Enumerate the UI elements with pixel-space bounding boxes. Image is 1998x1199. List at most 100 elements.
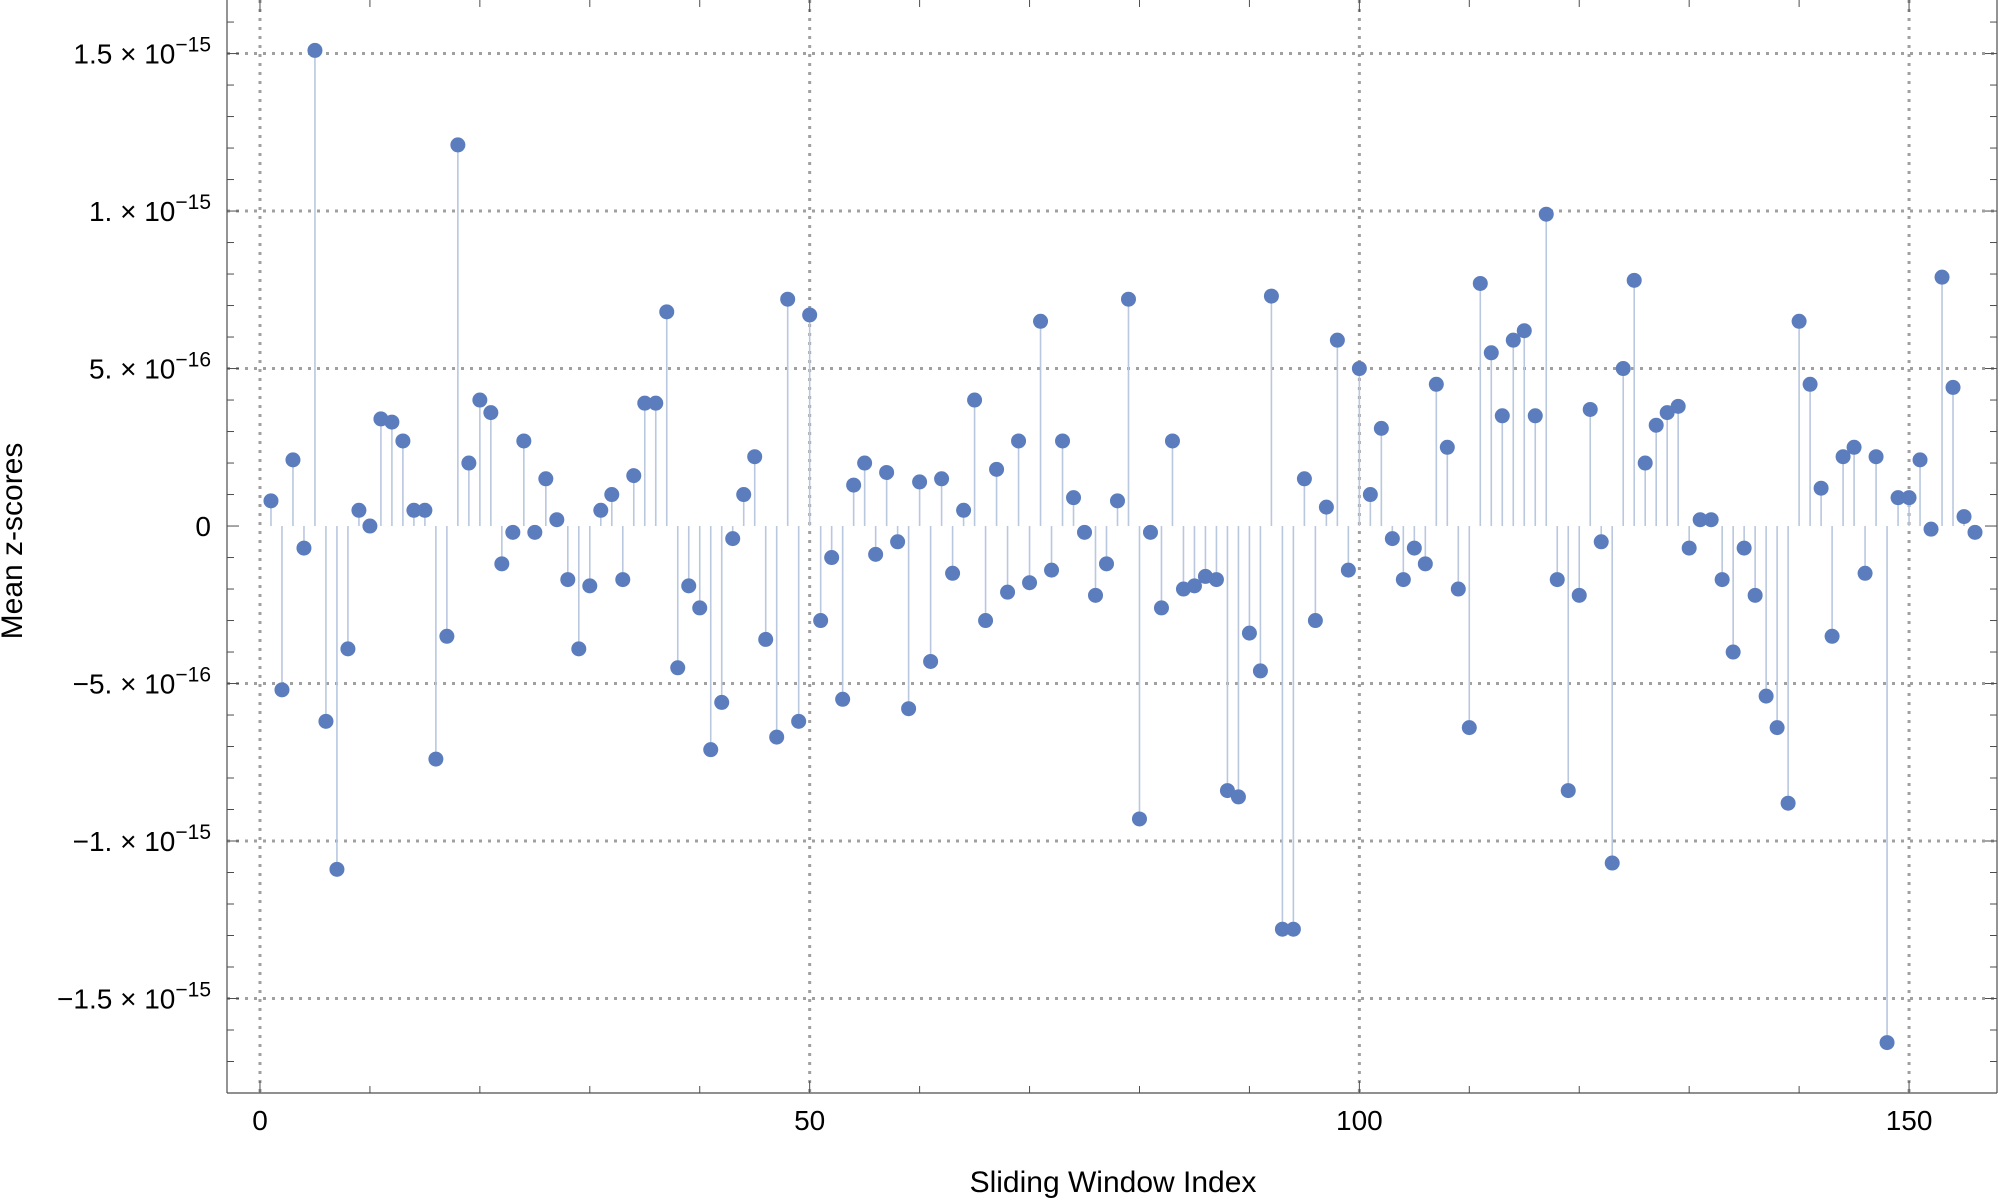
data-point — [846, 477, 862, 493]
data-point — [1692, 512, 1708, 528]
data-point — [494, 556, 510, 572]
data-point — [1813, 480, 1829, 496]
data-point — [1648, 417, 1664, 433]
data-point — [1791, 313, 1807, 329]
data-point — [648, 395, 664, 411]
data-point — [1066, 490, 1082, 506]
data-point — [1494, 408, 1510, 424]
data-point — [659, 304, 675, 320]
data-point — [1868, 449, 1884, 465]
data-point — [1472, 275, 1488, 291]
data-point — [1417, 556, 1433, 572]
data-point — [1241, 625, 1257, 641]
data-point — [1527, 408, 1543, 424]
y-tick-label: 5. × 10−16 — [89, 349, 211, 385]
data-point — [670, 660, 686, 676]
data-point — [1703, 512, 1719, 528]
data-point — [1681, 540, 1697, 556]
data-point — [923, 653, 939, 669]
y-tick-label: 0 — [195, 511, 211, 542]
data-point — [1274, 921, 1290, 937]
data-point — [901, 701, 917, 717]
plot-frame — [226, 0, 1998, 1094]
data-point — [1077, 524, 1093, 540]
data-point — [549, 512, 565, 528]
data-point — [780, 291, 796, 307]
data-point — [1022, 575, 1038, 591]
data-point — [1956, 509, 1972, 525]
data-point — [1571, 587, 1587, 603]
data-point — [1846, 439, 1862, 455]
data-point — [538, 471, 554, 487]
data-point — [758, 631, 774, 647]
data-point — [450, 137, 466, 153]
data-point — [1747, 587, 1763, 603]
data-point — [1659, 405, 1675, 421]
data-point — [1208, 572, 1224, 588]
data-point — [835, 691, 851, 707]
data-point — [571, 641, 587, 657]
x-axis-title: Sliding Window Index — [970, 1166, 1257, 1199]
data-point — [516, 433, 532, 449]
data-point — [769, 729, 785, 745]
data-point — [1593, 534, 1609, 550]
data-point — [1099, 556, 1115, 572]
data-point — [1351, 361, 1367, 377]
data-point — [934, 471, 950, 487]
data-point — [582, 578, 598, 594]
data-point — [1340, 562, 1356, 578]
data-point — [714, 694, 730, 710]
data-point — [890, 534, 906, 550]
data-point — [1450, 581, 1466, 597]
data-point — [362, 518, 378, 534]
data-point — [1714, 572, 1730, 588]
data-point — [1901, 490, 1917, 506]
data-point — [340, 641, 356, 657]
data-point — [736, 487, 752, 503]
data-point — [1835, 449, 1851, 465]
data-point — [1384, 531, 1400, 547]
data-point — [1516, 323, 1532, 339]
x-tick-label: 150 — [1886, 1105, 1933, 1136]
data-point — [593, 502, 609, 518]
data-point — [318, 713, 334, 729]
data-point — [1615, 361, 1631, 377]
data-point — [505, 524, 521, 540]
y-tick-label: −5. × 10−16 — [73, 664, 211, 700]
data-point — [1044, 562, 1060, 578]
data-point — [1000, 584, 1016, 600]
grid-lines — [227, 0, 1997, 1093]
data-point — [1263, 288, 1279, 304]
data-point — [527, 524, 543, 540]
data-point — [725, 531, 741, 547]
data-point — [1219, 783, 1235, 799]
data-point — [274, 682, 290, 698]
data-point — [1142, 524, 1158, 540]
data-point — [1439, 439, 1455, 455]
data-point — [1164, 433, 1180, 449]
data-point — [681, 578, 697, 594]
data-point — [1307, 613, 1323, 629]
data-point — [868, 546, 884, 562]
stems — [270, 50, 1976, 1043]
y-tick-label: −1.5 × 10−15 — [57, 979, 211, 1015]
data-point — [483, 405, 499, 421]
data-point — [1373, 420, 1389, 436]
data-point — [1296, 471, 1312, 487]
y-tick-label: −1. × 10−15 — [73, 821, 211, 857]
data-point — [263, 493, 279, 509]
data-point — [1252, 663, 1268, 679]
data-point — [1934, 269, 1950, 285]
data-point — [813, 613, 829, 629]
data-point — [1131, 811, 1147, 827]
data-point — [1033, 313, 1049, 329]
data-point — [417, 502, 433, 518]
data-point — [1186, 578, 1202, 594]
data-point — [1758, 688, 1774, 704]
data-point — [1230, 789, 1246, 805]
data-point — [1769, 720, 1785, 736]
data-point — [1637, 455, 1653, 471]
data-point — [824, 550, 840, 566]
data-point — [1923, 521, 1939, 537]
data-point — [1890, 490, 1906, 506]
